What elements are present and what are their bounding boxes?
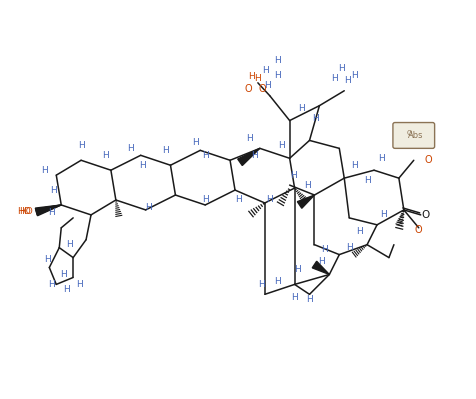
Text: H: H — [291, 293, 298, 302]
Text: H: H — [294, 265, 300, 274]
Text: O: O — [424, 155, 432, 165]
Polygon shape — [297, 195, 314, 208]
Polygon shape — [36, 205, 61, 215]
Text: H: H — [76, 280, 82, 289]
Polygon shape — [35, 205, 61, 216]
Text: H: H — [304, 181, 310, 190]
Text: H: H — [274, 71, 280, 80]
Text: H: H — [343, 76, 350, 85]
Text: H: H — [298, 104, 304, 113]
Text: O: O — [244, 84, 251, 94]
Text: H: H — [50, 186, 57, 195]
Text: H: H — [311, 114, 318, 123]
Text: H: H — [102, 151, 109, 160]
Text: H: H — [278, 141, 285, 150]
Text: H: H — [48, 280, 55, 289]
Text: H: H — [254, 74, 261, 83]
Text: Abs: Abs — [407, 131, 423, 140]
Text: H: H — [264, 81, 270, 90]
Polygon shape — [237, 148, 259, 166]
Text: H: H — [274, 57, 280, 65]
Text: H: H — [345, 243, 352, 252]
Text: H: H — [355, 227, 362, 236]
Text: H: H — [248, 72, 255, 81]
Text: HO: HO — [17, 207, 30, 216]
Text: H: H — [377, 154, 384, 163]
Text: H: H — [289, 171, 297, 180]
Text: O: O — [258, 84, 265, 94]
Text: H: H — [350, 71, 357, 80]
Text: H: H — [330, 74, 337, 83]
Text: H: H — [145, 203, 152, 212]
Polygon shape — [312, 261, 328, 275]
FancyBboxPatch shape — [392, 122, 434, 148]
Text: H: H — [266, 196, 273, 205]
Text: H: H — [262, 66, 268, 75]
Text: H: H — [251, 151, 258, 160]
Text: H: H — [60, 270, 67, 279]
Text: H: H — [201, 151, 208, 160]
Text: H: H — [274, 277, 280, 286]
Text: O: O — [406, 130, 412, 136]
Text: H: H — [201, 196, 208, 205]
Text: H: H — [139, 161, 146, 170]
Text: H: H — [78, 141, 84, 150]
Text: H: H — [48, 208, 55, 217]
Text: H: H — [162, 146, 169, 155]
Text: H: H — [320, 245, 327, 254]
Text: H: H — [337, 64, 344, 73]
Text: H: H — [350, 161, 357, 170]
Text: H: H — [258, 280, 265, 289]
Text: H: H — [234, 196, 241, 205]
Text: H: H — [191, 138, 198, 147]
Text: O: O — [414, 225, 422, 235]
Text: H: H — [127, 144, 134, 153]
Text: H: H — [44, 255, 50, 264]
Text: H: H — [41, 166, 48, 175]
Text: H: H — [66, 240, 72, 249]
Text: H: H — [63, 285, 69, 294]
Text: H: H — [363, 176, 370, 185]
Text: H: H — [380, 210, 387, 219]
Text: H: H — [246, 134, 253, 143]
Text: H: H — [317, 257, 324, 266]
Text: O: O — [421, 210, 429, 220]
Text: HO: HO — [20, 207, 33, 216]
Text: H: H — [306, 295, 312, 304]
